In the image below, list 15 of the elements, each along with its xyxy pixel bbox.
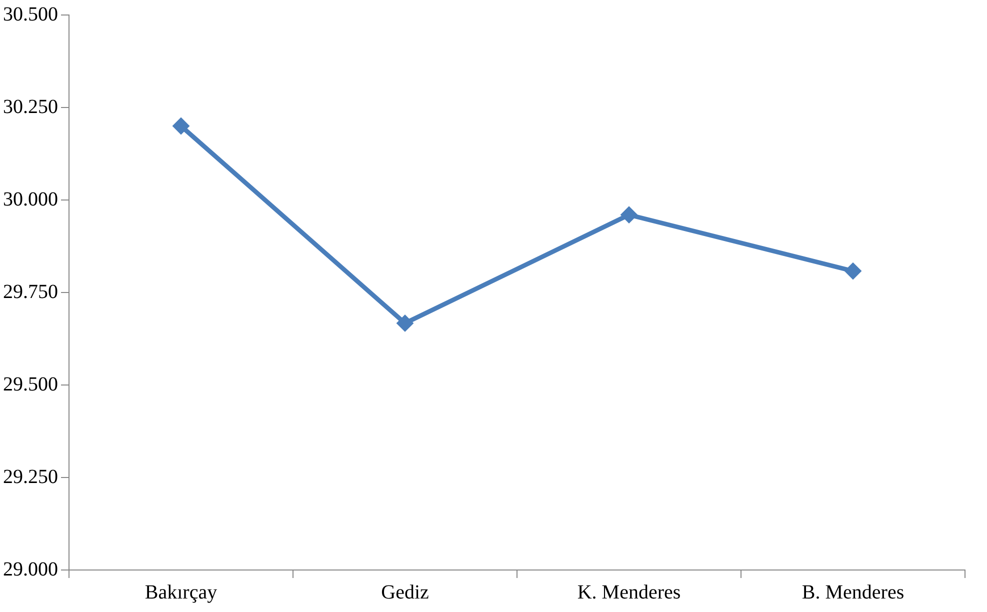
x-tick-label: K. Menderes — [577, 581, 681, 604]
x-tick-label: Gediz — [381, 581, 429, 604]
y-tick-label: 29.500 — [3, 373, 58, 396]
y-tick-label: 30.250 — [3, 96, 58, 118]
x-tick-label: Bakırçay — [144, 581, 218, 604]
y-tick-label: 29.750 — [3, 280, 58, 303]
point — [396, 314, 414, 332]
y-tick-label: 29.000 — [3, 558, 58, 580]
y-tick-label: 29.250 — [3, 466, 58, 488]
point — [844, 262, 862, 280]
point — [172, 118, 190, 134]
y-tick-label: 30.500 — [3, 3, 58, 26]
y-tick-label: 30.000 — [3, 188, 58, 210]
x-tick-label: B. Menderes — [802, 581, 904, 604]
point — [620, 206, 638, 224]
